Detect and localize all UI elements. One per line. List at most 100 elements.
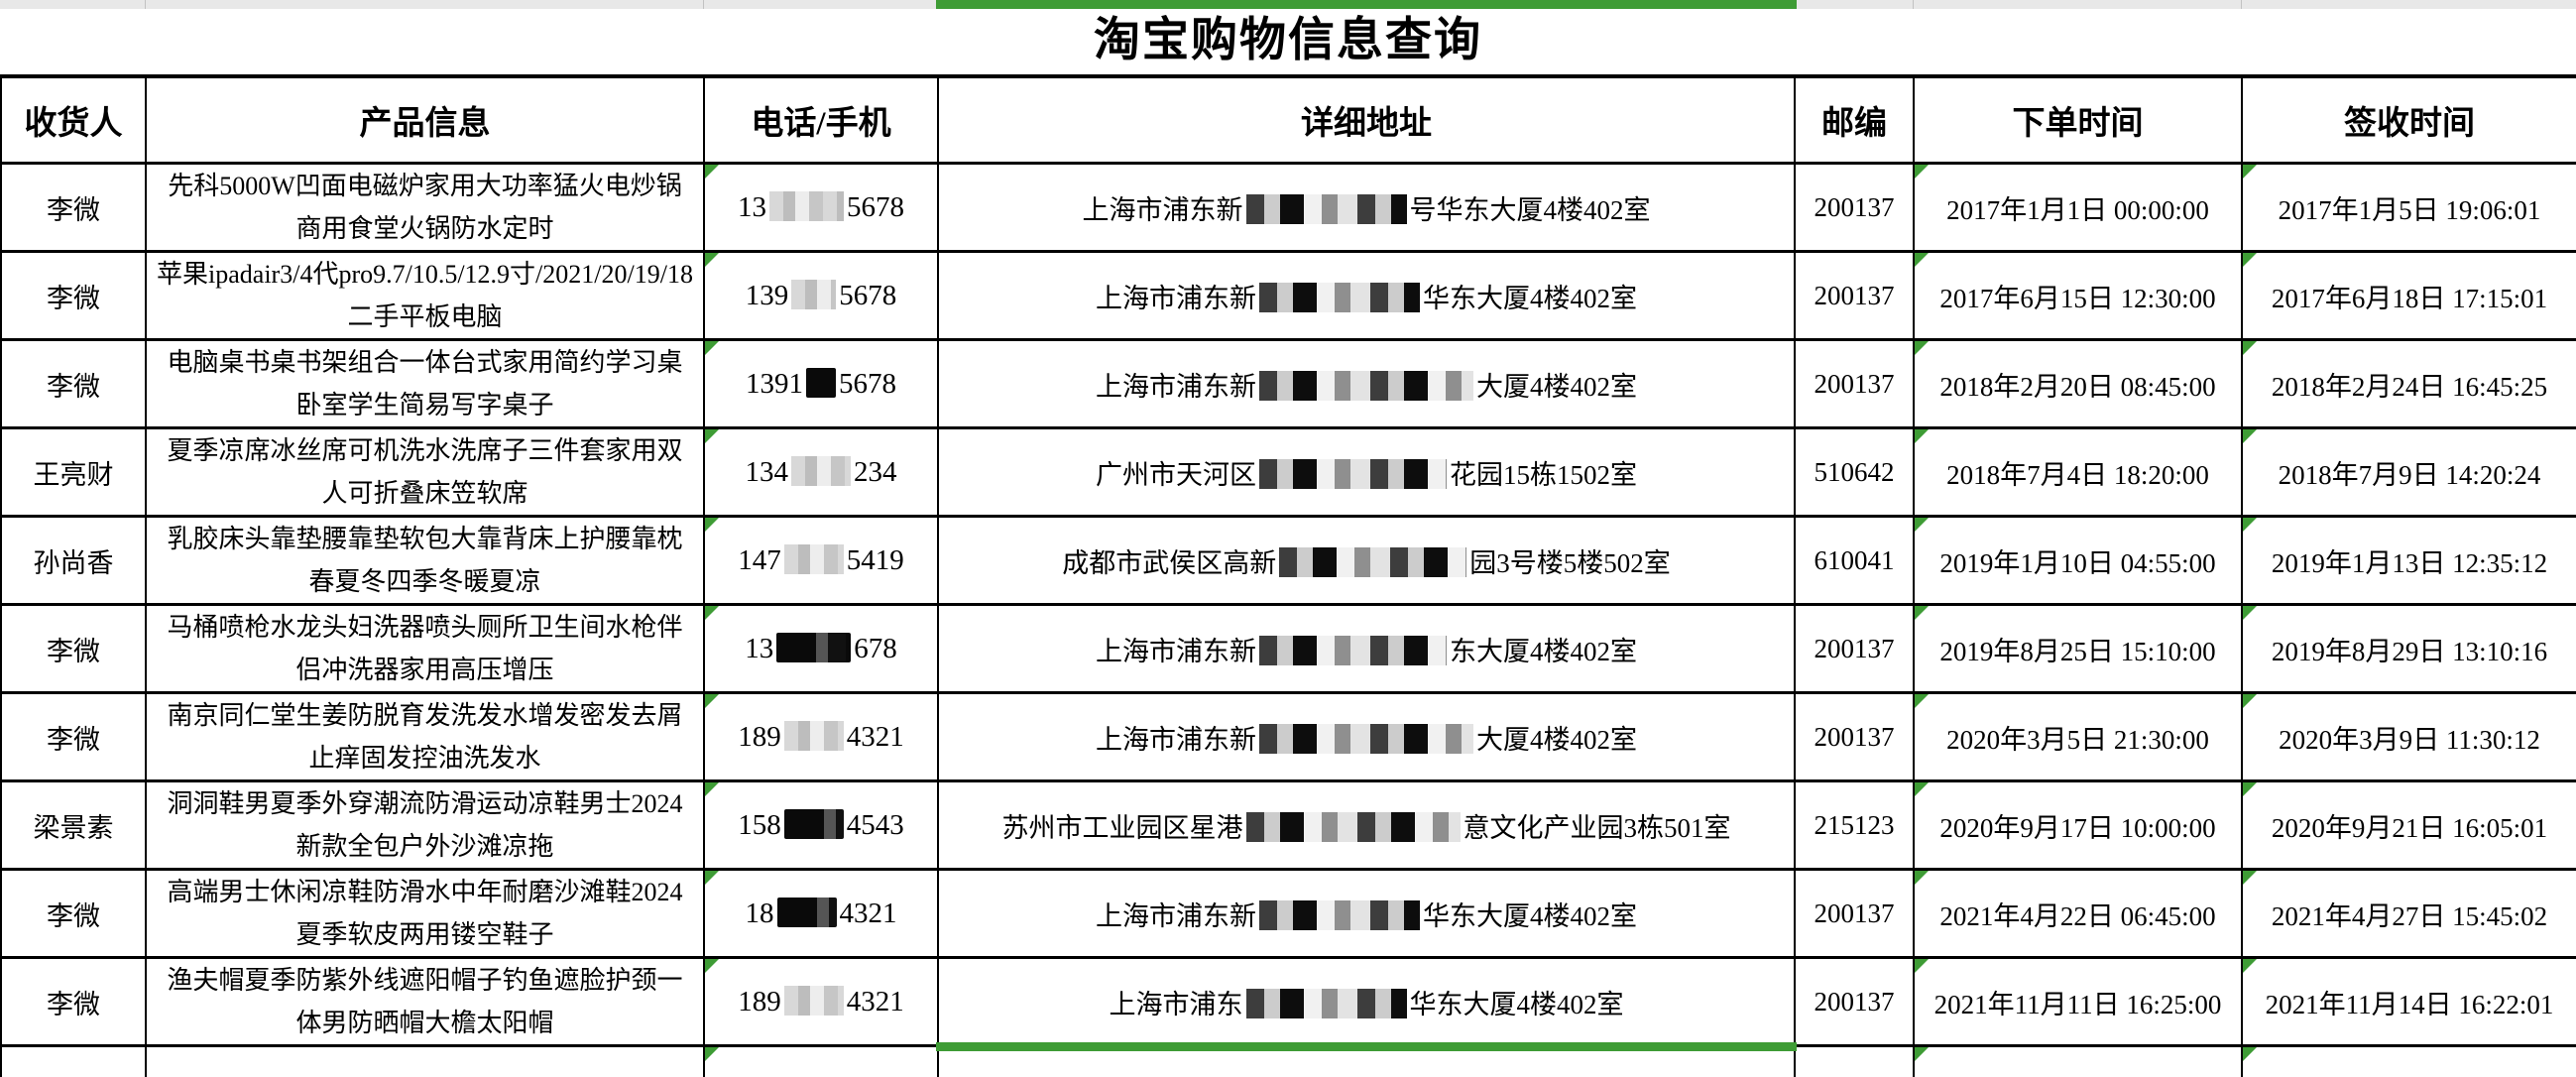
cell-recipient[interactable] [1,1046,146,1077]
redaction-mosaic [791,456,851,486]
cell-order-time[interactable]: 2021年4月22日 06:45:00 [1914,870,2242,958]
cell-address[interactable]: 上海市浦东新大厦4楼402室 [938,340,1795,428]
address-visible-suffix: 东大厦4楼402室 [1450,637,1637,666]
cell-order-time[interactable]: 2017年1月1日 00:00:00 [1914,164,2242,252]
cell-sign-time[interactable]: 2017年6月18日 17:15:01 [2242,252,2576,340]
phone-visible-suffix: 4321 [847,986,904,1017]
cell-sign-time[interactable] [2242,1046,2576,1077]
cell-address[interactable]: 成都市武侯区高新园3号楼5楼502室 [938,517,1795,605]
cell-product[interactable]: 苹果ipadair3/4代pro9.7/10.5/12.9寸/2021/20/1… [146,252,704,340]
header-address[interactable]: 详细地址 [938,76,1795,164]
cell-recipient[interactable]: 李微 [1,693,146,781]
cell-product[interactable]: 洞洞鞋男夏季外穿潮流防滑运动凉鞋男士2024新款全包户外沙滩凉拖 [146,781,704,870]
address-visible-prefix: 成都市武侯区高新 [1062,548,1276,578]
header-zip[interactable]: 邮编 [1795,76,1914,164]
header-sign-time[interactable]: 签收时间 [2242,76,2576,164]
cell-zip[interactable]: 200137 [1795,958,1914,1046]
column-separator [145,0,146,9]
cell-address[interactable]: 上海市浦东华东大厦4楼402室 [938,958,1795,1046]
cell-product[interactable]: 先科5000W凹面电磁炉家用大功率猛火电炒锅商用食堂火锅防水定时 [146,164,704,252]
cell-address[interactable]: 上海市浦东新号华东大厦4楼402室 [938,164,1795,252]
redaction-mosaic [806,368,836,398]
cell-sign-time[interactable]: 2021年11月14日 16:22:01 [2242,958,2576,1046]
cell-product[interactable]: 电脑桌书桌书架组合一体台式家用简约学习桌卧室学生简易写字桌子 [146,340,704,428]
cell-order-time[interactable]: 2019年1月10日 04:55:00 [1914,517,2242,605]
cell-product[interactable]: 渔夫帽夏季防紫外线遮阳帽子钓鱼遮脸护颈一体男防晒帽大檐太阳帽 [146,958,704,1046]
cell-address[interactable]: 苏州市工业园区星港意文化产业园3栋501室 [938,781,1795,870]
redaction-mosaic [784,544,844,574]
cell-order-time[interactable]: 2020年3月5日 21:30:00 [1914,693,2242,781]
cell-sign-time[interactable]: 2018年2月24日 16:45:25 [2242,340,2576,428]
cell-zip[interactable]: 200137 [1795,164,1914,252]
cell-order-time[interactable]: 2018年7月4日 18:20:00 [1914,428,2242,517]
header-order-time[interactable]: 下单时间 [1914,76,2242,164]
cell-order-time[interactable]: 2020年9月17日 10:00:00 [1914,781,2242,870]
cell-recipient[interactable]: 李微 [1,958,146,1046]
address-visible-suffix: 大厦4楼402室 [1476,725,1637,755]
cell-recipient[interactable]: 李微 [1,340,146,428]
address-visible-prefix: 广州市天河区 [1096,460,1256,490]
cell-sign-time[interactable]: 2019年8月29日 13:10:16 [2242,605,2576,693]
cell-error-flag-icon [2243,429,2257,443]
cell-recipient[interactable]: 孙尚香 [1,517,146,605]
cell-recipient[interactable]: 李微 [1,605,146,693]
phone-visible-prefix: 13 [745,633,773,664]
cell-zip[interactable]: 200137 [1795,605,1914,693]
cell-sign-time[interactable]: 2020年3月9日 11:30:12 [2242,693,2576,781]
cell-order-time[interactable]: 2018年2月20日 08:45:00 [1914,340,2242,428]
cell-zip[interactable]: 215123 [1795,781,1914,870]
header-product[interactable]: 产品信息 [146,76,704,164]
cell-address[interactable]: 广州市天河区花园15栋1502室 [938,428,1795,517]
cell-recipient[interactable]: 王亮财 [1,428,146,517]
cell-address[interactable]: 上海市浦东新华东大厦4楼402室 [938,870,1795,958]
phone-visible-suffix: 4543 [847,809,904,841]
cell-product[interactable]: 乳胶床头靠垫腰靠垫软包大靠背床上护腰靠枕春夏冬四季冬暖夏凉 [146,517,704,605]
cell-zip[interactable]: 200137 [1795,252,1914,340]
cell-address[interactable]: 上海市浦东新东大厦4楼402室 [938,605,1795,693]
address-visible-prefix: 上海市浦东新 [1096,372,1256,402]
cell-order-time[interactable] [1914,1046,2242,1077]
cell-zip[interactable]: 200137 [1795,340,1914,428]
cell-phone[interactable] [704,1046,938,1077]
cell-error-flag-icon [2243,341,2257,355]
cell-product[interactable]: 马桶喷枪水龙头妇洗器喷头厕所卫生间水枪伴侣冲洗器家用高压增压 [146,605,704,693]
cell-sign-time[interactable]: 2020年9月21日 16:05:01 [2242,781,2576,870]
header-phone[interactable]: 电话/手机 [704,76,938,164]
cell-sign-time[interactable]: 2019年1月13日 12:35:12 [2242,517,2576,605]
cell-zip[interactable]: 200137 [1795,693,1914,781]
cell-order-time[interactable]: 2021年11月11日 16:25:00 [1914,958,2242,1046]
cell-recipient[interactable]: 李微 [1,164,146,252]
cell-sign-time[interactable]: 2021年4月27日 15:45:02 [2242,870,2576,958]
cell-order-time[interactable]: 2019年8月25日 15:10:00 [1914,605,2242,693]
orders-table: 收货人 产品信息 电话/手机 详细地址 邮编 下单时间 签收时间 李微 先科50… [0,74,2576,1077]
cell-error-flag-icon [1915,518,1929,532]
cell-zip[interactable] [1795,1046,1914,1077]
cell-sign-time[interactable]: 2017年1月5日 19:06:01 [2242,164,2576,252]
cell-sign-time[interactable]: 2018年7月9日 14:20:24 [2242,428,2576,517]
cell-zip[interactable]: 610041 [1795,517,1914,605]
cell-zip[interactable]: 510642 [1795,428,1914,517]
cell-address[interactable]: 上海市浦东新华东大厦4楼402室 [938,252,1795,340]
cell-product[interactable]: 夏季凉席冰丝席可机洗水洗席子三件套家用双人可折叠床笠软席 [146,428,704,517]
cell-product[interactable]: 南京同仁堂生姜防脱育发洗发水增发密发去屑止痒固发控油洗发水 [146,693,704,781]
cell-order-time[interactable]: 2017年6月15日 12:30:00 [1914,252,2242,340]
cell-recipient[interactable]: 梁景素 [1,781,146,870]
header-recipient[interactable]: 收货人 [1,76,146,164]
cell-recipient[interactable]: 李微 [1,870,146,958]
cell-product[interactable]: 高端男士休闲凉鞋防滑水中年耐磨沙滩鞋2024夏季软皮两用镂空鞋子 [146,870,704,958]
cell-recipient[interactable]: 李微 [1,252,146,340]
cell-address[interactable]: 上海市浦东新大厦4楼402室 [938,693,1795,781]
cell-product[interactable] [146,1046,704,1077]
cell-zip[interactable]: 200137 [1795,870,1914,958]
